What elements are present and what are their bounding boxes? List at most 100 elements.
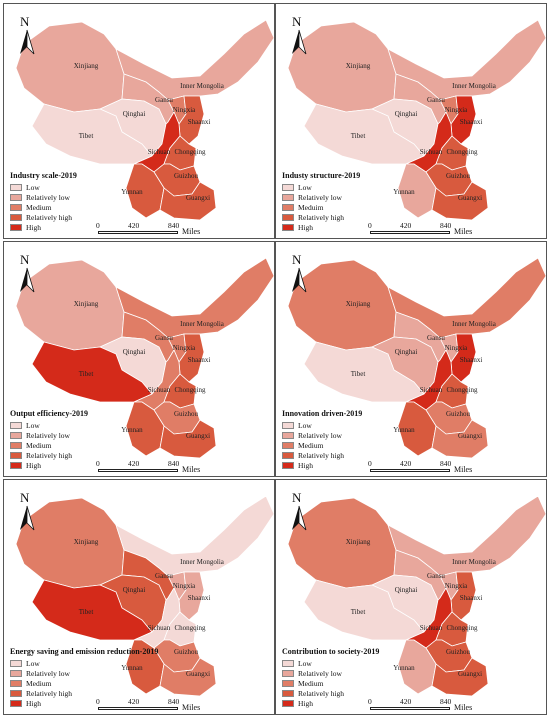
scale-tick-label: 0 bbox=[96, 459, 100, 468]
region-label: Yunnan bbox=[121, 664, 143, 672]
region-label: Qinghai bbox=[123, 110, 146, 118]
legend-item: High bbox=[282, 222, 452, 232]
region-label: Inner Mongolia bbox=[452, 558, 497, 566]
region-label: Gansu bbox=[155, 96, 173, 104]
region-label: Guizhou bbox=[446, 410, 471, 418]
region-label: Sichuan bbox=[420, 148, 443, 156]
region-label: Shaanxi bbox=[460, 594, 483, 602]
region-label: Guizhou bbox=[446, 172, 471, 180]
legend-item: Medium bbox=[10, 678, 180, 688]
scale-bar: 0 420 840 Miles bbox=[96, 697, 236, 713]
north-arrow-icon: N bbox=[288, 14, 310, 56]
legend-label: Relatively low bbox=[298, 192, 342, 202]
region-label: Ningxia bbox=[445, 582, 468, 590]
region-guangxi bbox=[431, 419, 489, 459]
region-label: Chongqing bbox=[446, 148, 478, 156]
legend-swatch bbox=[282, 441, 294, 449]
legend-label: Relatively high bbox=[298, 450, 345, 460]
map-title: Innovation driven-2019 bbox=[282, 409, 363, 418]
legend-item: Meduim bbox=[282, 202, 452, 212]
legend-item: Low bbox=[282, 420, 452, 430]
north-arrow-icon: N bbox=[16, 490, 38, 532]
legend-label: High bbox=[26, 460, 41, 470]
legend-item: Medium bbox=[10, 202, 180, 212]
region-label: Guangxi bbox=[186, 432, 210, 440]
scale-bar-line bbox=[370, 469, 450, 472]
region-label: Inner Mongolia bbox=[180, 82, 225, 90]
legend-swatch bbox=[10, 679, 22, 687]
legend-swatch bbox=[10, 421, 22, 429]
legend-swatch bbox=[10, 213, 22, 221]
legend-label: Medium bbox=[298, 440, 324, 450]
map-title: Industry scale-2019 bbox=[10, 171, 77, 180]
legend-label: Relatively low bbox=[26, 430, 70, 440]
scale-tick-label: 0 bbox=[368, 221, 372, 230]
region-label: Yunnan bbox=[121, 188, 143, 196]
scale-tick-label: 840 bbox=[168, 697, 180, 706]
legend-item: Relatively high bbox=[282, 212, 452, 222]
region-label: Guangxi bbox=[458, 670, 482, 678]
legend-label: High bbox=[298, 698, 313, 708]
legend-label: Medium bbox=[26, 678, 52, 688]
map-panel: Xinjiang Inner Mongolia Gansu Ningxia Shaanx… bbox=[3, 479, 275, 715]
legend-item: Relatively high bbox=[10, 688, 180, 698]
legend-label: Relatively high bbox=[26, 450, 73, 460]
scale-tick-label: 420 bbox=[400, 459, 412, 468]
legend-item: Relatively low bbox=[282, 430, 452, 440]
region-label: Chongqing bbox=[446, 386, 478, 394]
region-label: Guangxi bbox=[458, 432, 482, 440]
region-label: Shaanxi bbox=[460, 356, 483, 364]
legend-item: Relatively low bbox=[10, 668, 180, 678]
legend-swatch bbox=[10, 431, 22, 439]
region-label: Chongqing bbox=[174, 624, 206, 632]
legend-swatch bbox=[10, 193, 22, 201]
region-label: Guizhou bbox=[174, 648, 199, 656]
region-label: Xinjiang bbox=[346, 62, 371, 70]
region-label: Tibet bbox=[351, 132, 366, 140]
scale-tick-label: 0 bbox=[368, 459, 372, 468]
legend-label: Medium bbox=[26, 202, 52, 212]
legend-label: High bbox=[26, 222, 41, 232]
legend-label: Relatively high bbox=[26, 688, 73, 698]
region-label: Yunnan bbox=[393, 426, 415, 434]
scale-tick-label: 840 bbox=[440, 459, 452, 468]
legend-label: Medium bbox=[298, 678, 324, 688]
scale-bar-line bbox=[98, 469, 178, 472]
region-label: Tibet bbox=[79, 608, 94, 616]
scale-bar-line bbox=[370, 707, 450, 710]
region-label: Ningxia bbox=[173, 344, 196, 352]
scale-tick-label: 0 bbox=[96, 221, 100, 230]
legend-swatch bbox=[282, 203, 294, 211]
map-panel: Xinjiang Inner Mongolia Gansu Ningxia Shaanx… bbox=[3, 3, 275, 239]
region-label: Guizhou bbox=[174, 172, 199, 180]
region-label: Sichuan bbox=[420, 386, 443, 394]
scale-unit: Miles bbox=[454, 703, 473, 712]
region-label: Tibet bbox=[79, 370, 94, 378]
region-label: Qinghai bbox=[123, 348, 146, 356]
legend-label: High bbox=[298, 222, 313, 232]
scale-tick-label: 840 bbox=[440, 697, 452, 706]
scale-tick-label: 420 bbox=[400, 221, 412, 230]
legend-label: Low bbox=[298, 420, 312, 430]
region-label: Inner Mongolia bbox=[180, 320, 225, 328]
scale-bar-line bbox=[98, 231, 178, 234]
region-label: Qinghai bbox=[395, 586, 418, 594]
legend-item: Relatively high bbox=[10, 212, 180, 222]
legend: Innovation driven-2019 Low Relatively low M… bbox=[282, 409, 452, 470]
region-label: Guizhou bbox=[174, 410, 199, 418]
map-title: Contribution to society-2019 bbox=[282, 647, 380, 656]
map-panel: Xinjiang Inner Mongolia Gansu Ningxia Shaanx… bbox=[3, 241, 275, 477]
legend-label: Relatively low bbox=[298, 430, 342, 440]
region-guangxi bbox=[159, 657, 217, 697]
region-label: Xinjiang bbox=[346, 538, 371, 546]
legend-swatch bbox=[10, 223, 22, 231]
legend-swatch bbox=[10, 659, 22, 667]
legend-item: Low bbox=[10, 420, 180, 430]
legend-label: Low bbox=[298, 182, 312, 192]
region-guangxi bbox=[159, 419, 217, 459]
region-label: Tibet bbox=[351, 370, 366, 378]
region-guangxi bbox=[159, 181, 217, 221]
legend-swatch bbox=[10, 461, 22, 469]
